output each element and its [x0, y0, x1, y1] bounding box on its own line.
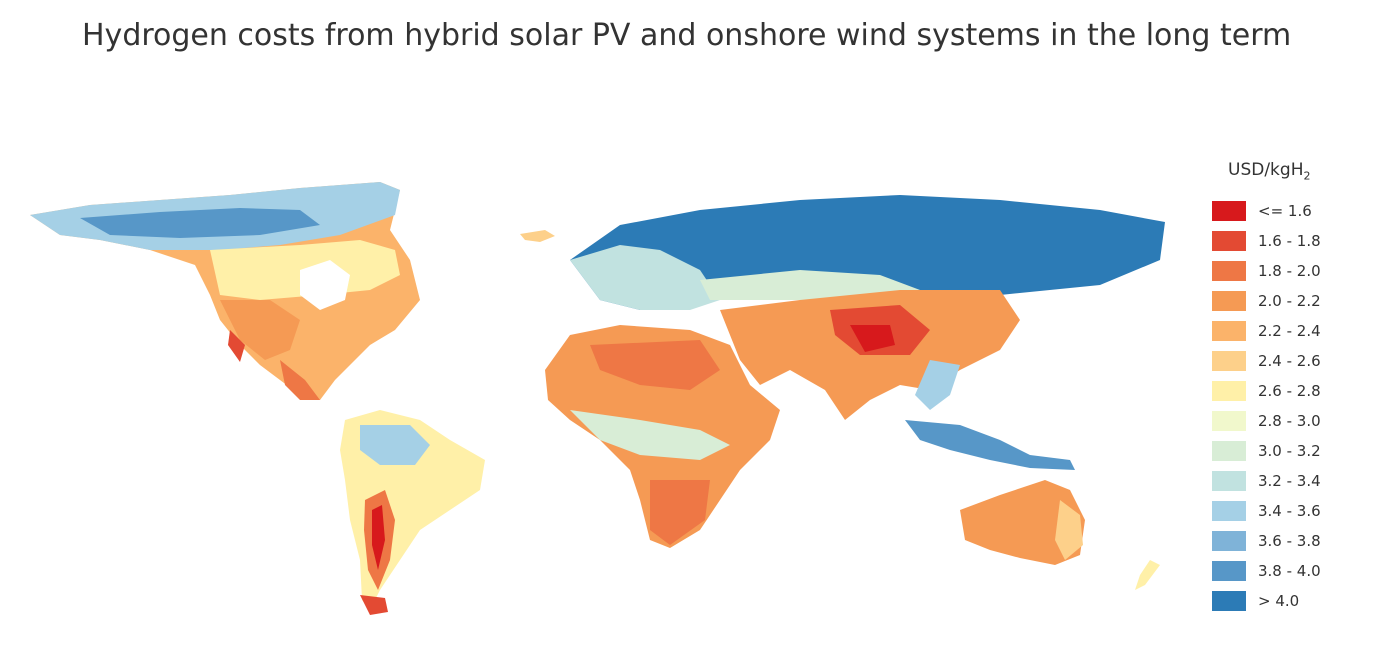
legend-swatch — [1212, 321, 1246, 342]
legend-swatch — [1212, 441, 1246, 462]
legend-item: 2.4 - 2.6 — [1212, 346, 1382, 376]
legend-item: 1.6 - 1.8 — [1212, 226, 1382, 256]
legend-swatch — [1212, 471, 1246, 492]
legend-label: 3.4 - 3.6 — [1258, 502, 1321, 521]
legend-swatch — [1212, 291, 1246, 312]
legend-items: <= 1.6 1.6 - 1.8 1.8 - 2.0 2.0 - 2.2 2.2 - 2… — [1212, 196, 1382, 616]
legend-item: 2.2 - 2.4 — [1212, 316, 1382, 346]
africa — [545, 325, 780, 548]
legend-item: 2.6 - 2.8 — [1212, 376, 1382, 406]
legend-swatch — [1212, 561, 1246, 582]
legend-item: 3.0 - 3.2 — [1212, 436, 1382, 466]
legend-item: 3.2 - 3.4 — [1212, 466, 1382, 496]
north-america — [30, 182, 420, 400]
legend-title: USD/kgH2 — [1228, 160, 1311, 183]
new-zealand — [1135, 560, 1160, 590]
eurasia-north — [570, 195, 1165, 310]
greenland — [520, 230, 555, 242]
legend-label: 3.6 - 3.8 — [1258, 532, 1321, 551]
legend-swatch — [1212, 261, 1246, 282]
legend-item: > 4.0 — [1212, 586, 1382, 616]
legend-label: <= 1.6 — [1258, 202, 1312, 221]
legend-label: 3.0 - 3.2 — [1258, 442, 1321, 461]
legend-label: 1.6 - 1.8 — [1258, 232, 1321, 251]
legend-label: > 4.0 — [1258, 592, 1300, 611]
legend-label: 2.0 - 2.2 — [1258, 292, 1321, 311]
legend-item: 3.8 - 4.0 — [1212, 556, 1382, 586]
legend-label: 3.2 - 3.4 — [1258, 472, 1321, 491]
legend: USD/kgH2 <= 1.6 1.6 - 1.8 1.8 - 2.0 2.0 - 2… — [1212, 160, 1382, 616]
legend-item: 2.8 - 3.0 — [1212, 406, 1382, 436]
legend-swatch — [1212, 531, 1246, 552]
legend-item: 3.4 - 3.6 — [1212, 496, 1382, 526]
world-map — [30, 182, 1165, 615]
legend-label: 2.2 - 2.4 — [1258, 322, 1321, 341]
legend-swatch — [1212, 231, 1246, 252]
south-america — [340, 410, 485, 615]
legend-label: 2.4 - 2.6 — [1258, 352, 1321, 371]
asia-south — [720, 290, 1020, 420]
australia — [960, 480, 1085, 565]
legend-item: 1.8 - 2.0 — [1212, 256, 1382, 286]
legend-item: 2.0 - 2.2 — [1212, 286, 1382, 316]
legend-swatch — [1212, 411, 1246, 432]
map-title: Hydrogen costs from hybrid solar PV and … — [82, 18, 1292, 53]
legend-swatch — [1212, 381, 1246, 402]
legend-item: <= 1.6 — [1212, 196, 1382, 226]
legend-label: 1.8 - 2.0 — [1258, 262, 1321, 281]
legend-label: 2.6 - 2.8 — [1258, 382, 1321, 401]
legend-label: 3.8 - 4.0 — [1258, 562, 1321, 581]
legend-swatch — [1212, 591, 1246, 612]
legend-label: 2.8 - 3.0 — [1258, 412, 1321, 431]
legend-swatch — [1212, 201, 1246, 222]
legend-swatch — [1212, 351, 1246, 372]
se-asia-islands — [905, 420, 1075, 470]
legend-item: 3.6 - 3.8 — [1212, 526, 1382, 556]
legend-swatch — [1212, 501, 1246, 522]
